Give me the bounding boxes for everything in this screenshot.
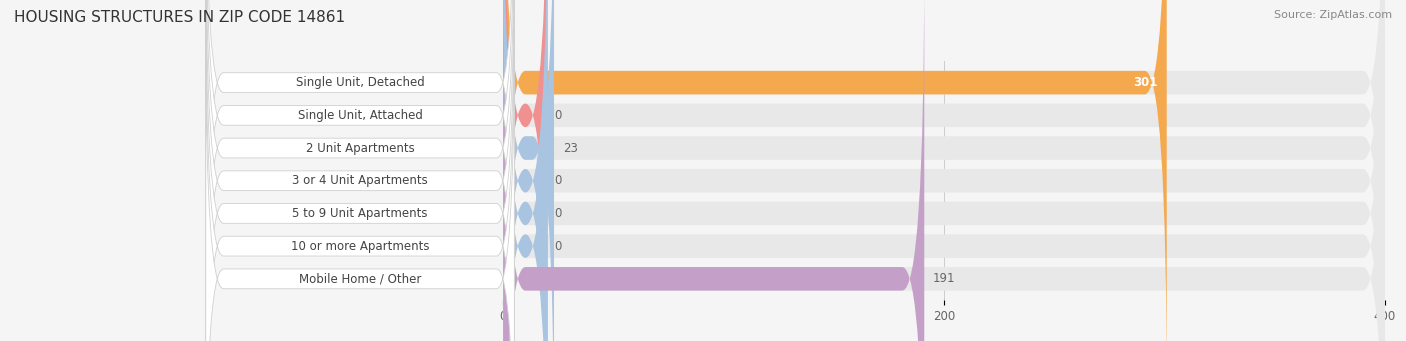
Text: 0: 0 <box>554 174 561 187</box>
FancyBboxPatch shape <box>205 0 515 341</box>
Text: 0: 0 <box>554 109 561 122</box>
Text: Mobile Home / Other: Mobile Home / Other <box>299 272 422 285</box>
FancyBboxPatch shape <box>503 0 1385 341</box>
FancyBboxPatch shape <box>503 0 1385 341</box>
FancyBboxPatch shape <box>205 0 515 341</box>
FancyBboxPatch shape <box>503 0 1385 341</box>
FancyBboxPatch shape <box>503 0 547 341</box>
Text: Single Unit, Attached: Single Unit, Attached <box>298 109 422 122</box>
FancyBboxPatch shape <box>503 0 547 341</box>
FancyBboxPatch shape <box>205 27 515 341</box>
FancyBboxPatch shape <box>503 0 554 341</box>
Text: 191: 191 <box>934 272 956 285</box>
Text: Single Unit, Detached: Single Unit, Detached <box>295 76 425 89</box>
Text: 23: 23 <box>562 142 578 154</box>
FancyBboxPatch shape <box>205 0 515 341</box>
FancyBboxPatch shape <box>503 0 1385 341</box>
FancyBboxPatch shape <box>503 0 924 341</box>
FancyBboxPatch shape <box>205 0 515 341</box>
FancyBboxPatch shape <box>503 0 1385 341</box>
FancyBboxPatch shape <box>503 0 1385 341</box>
Text: 0: 0 <box>554 207 561 220</box>
Text: 2 Unit Apartments: 2 Unit Apartments <box>305 142 415 154</box>
FancyBboxPatch shape <box>503 0 547 341</box>
FancyBboxPatch shape <box>503 0 547 341</box>
Text: 5 to 9 Unit Apartments: 5 to 9 Unit Apartments <box>292 207 427 220</box>
Text: HOUSING STRUCTURES IN ZIP CODE 14861: HOUSING STRUCTURES IN ZIP CODE 14861 <box>14 10 346 25</box>
Text: 10 or more Apartments: 10 or more Apartments <box>291 240 429 253</box>
Text: 301: 301 <box>1133 76 1159 89</box>
Text: 0: 0 <box>554 240 561 253</box>
FancyBboxPatch shape <box>205 0 515 341</box>
Text: 3 or 4 Unit Apartments: 3 or 4 Unit Apartments <box>292 174 427 187</box>
FancyBboxPatch shape <box>503 0 1167 341</box>
Text: Source: ZipAtlas.com: Source: ZipAtlas.com <box>1274 10 1392 20</box>
FancyBboxPatch shape <box>205 0 515 334</box>
FancyBboxPatch shape <box>503 0 1385 341</box>
